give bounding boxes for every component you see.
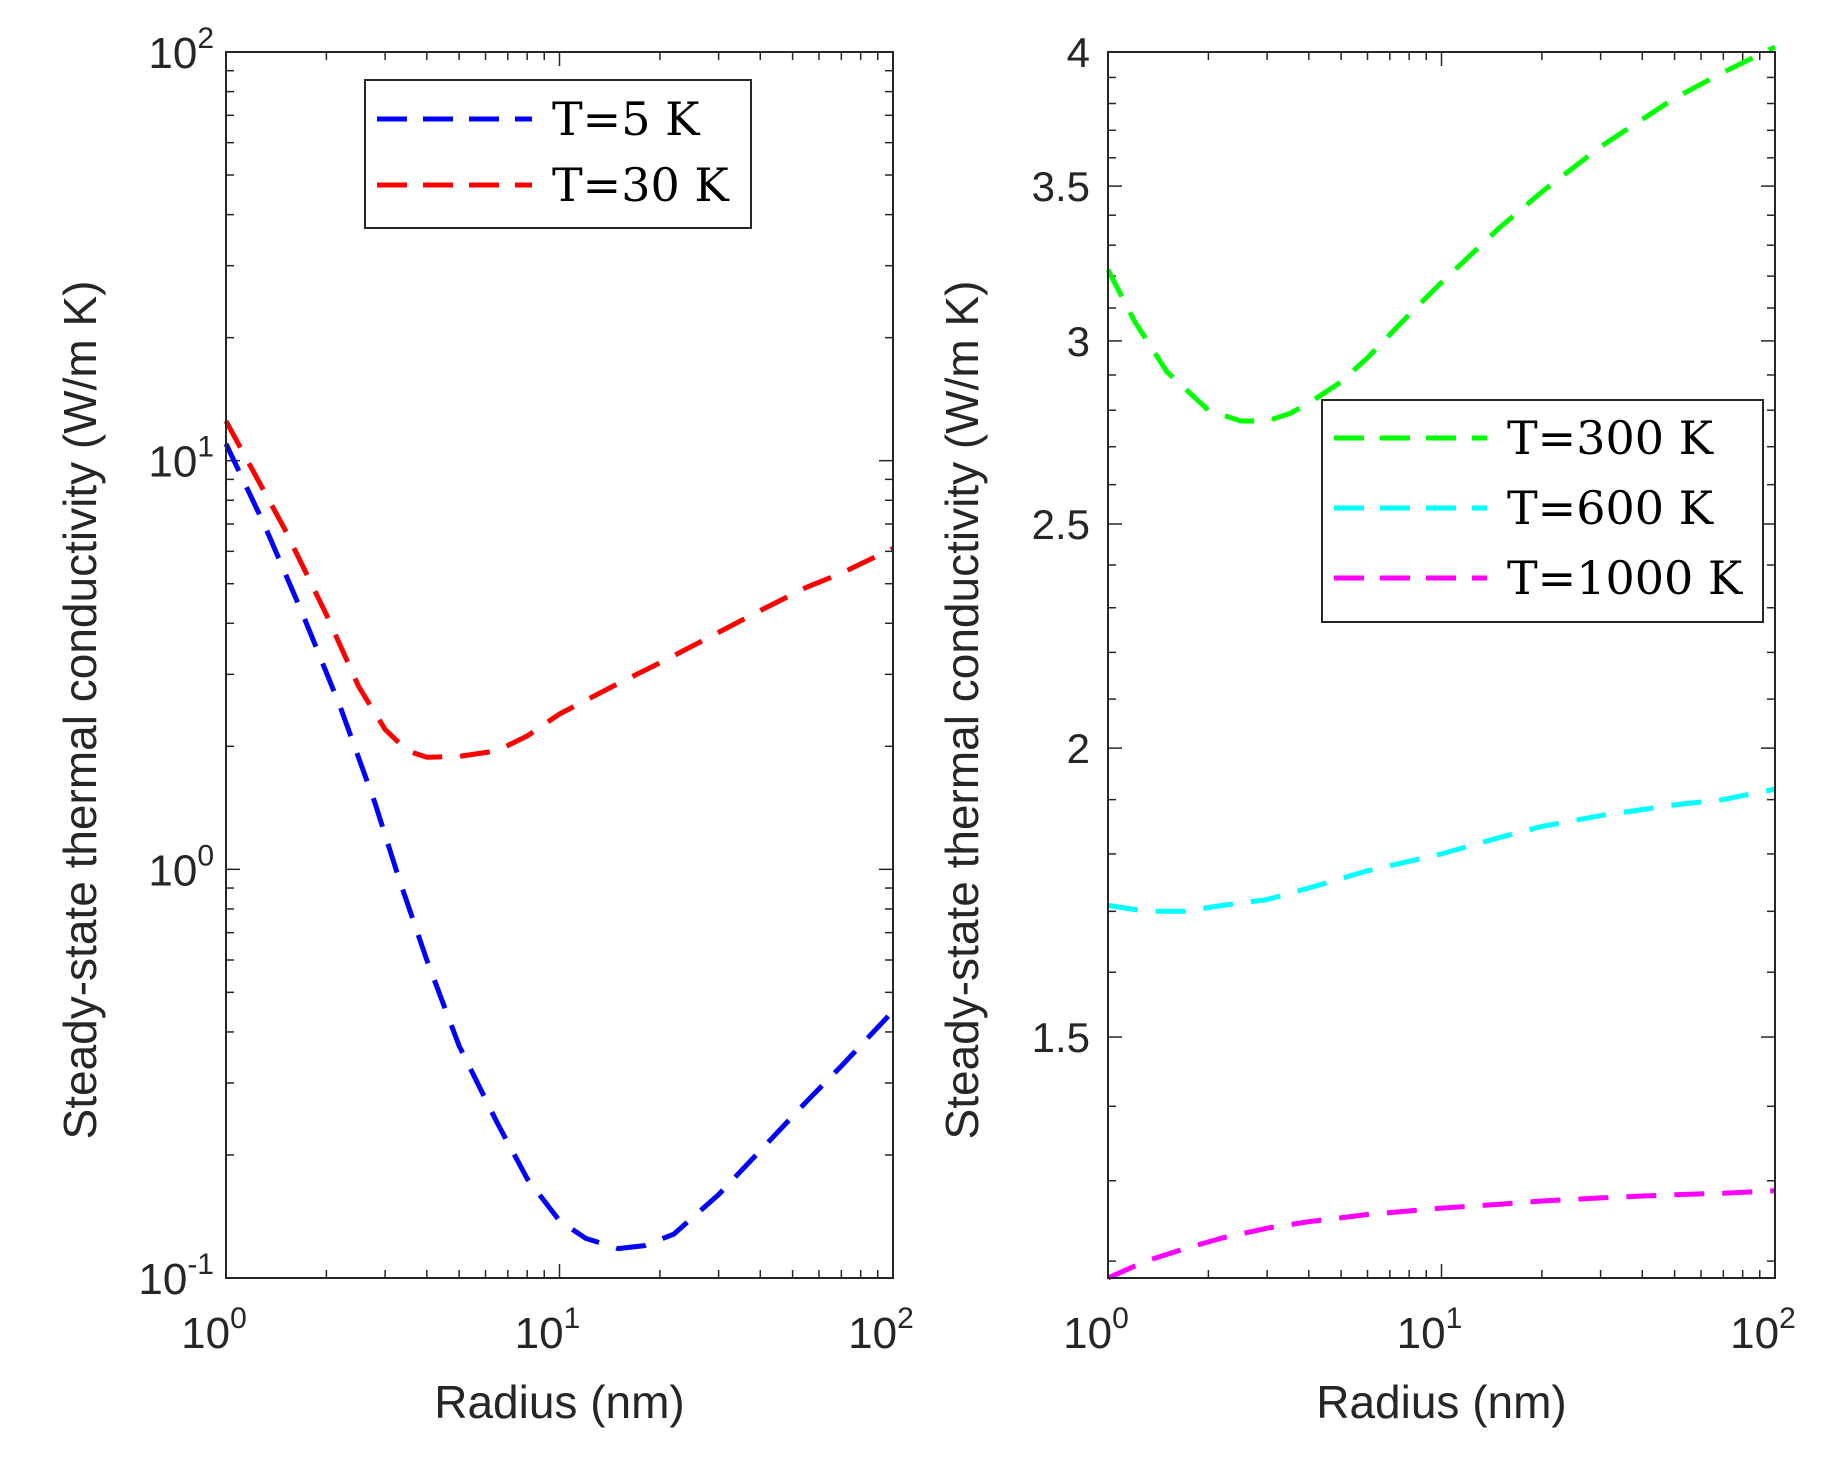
series-line-t-30-k <box>223 419 895 760</box>
tick-marks <box>1107 51 1775 1278</box>
y-tick-label: 3 <box>1067 318 1090 365</box>
plot-area <box>226 52 893 1278</box>
y-tick-label: 1.5 <box>1032 1014 1090 1061</box>
series-group <box>1105 44 1777 1281</box>
y-axis-label: Steady-state thermal conductivity (W/m K… <box>936 281 988 1140</box>
x-tick-label: 100 <box>1063 1302 1129 1358</box>
series-line-t-300-k <box>1105 44 1777 424</box>
legend-label: T=5 K <box>552 92 701 146</box>
axes-box <box>225 51 894 1279</box>
y-tick-label: 100 <box>148 839 214 895</box>
plot-area <box>1108 52 1775 1278</box>
y-tick-label: 4 <box>1067 29 1090 76</box>
legend-label: T=30 K <box>552 158 730 212</box>
y-tick-label: 102 <box>148 22 214 78</box>
legend: T=300 K T=600 K T=1000 K <box>1321 399 1764 623</box>
x-axis-label: Radius (nm) <box>434 1376 685 1428</box>
series-line-t-5-k <box>223 442 895 1252</box>
chart-2: 100 101 102 1.5 2 2.5 3 3.5 4 Radius (nm) Steady-s… <box>936 29 1796 1428</box>
x-axis-label: Radius (nm) <box>1316 1376 1567 1428</box>
axes-box <box>1107 51 1776 1279</box>
y-axis-label: Steady-state thermal conductivity (W/m K… <box>54 281 106 1140</box>
y-tick-label: 2 <box>1067 725 1090 772</box>
legend-label: T=1000 K <box>1507 551 1744 605</box>
legend-box <box>364 79 752 229</box>
series-line-t-1000-k <box>1106 1188 1776 1281</box>
y-tick-label: 3.5 <box>1032 163 1090 210</box>
legend-label: T=600 K <box>1507 481 1715 535</box>
x-tick-label: 102 <box>1730 1302 1796 1358</box>
series-group <box>223 419 895 1252</box>
x-tick-label: 100 <box>181 1302 247 1358</box>
y-tick-label: 10-1 <box>138 1248 214 1304</box>
series-line-t-600-k <box>1107 786 1776 914</box>
y-tick-label: 101 <box>148 431 214 487</box>
x-tick-label: 101 <box>1397 1302 1463 1358</box>
y-tick-label: 2.5 <box>1032 501 1090 548</box>
legend: T=5 K T=30 K <box>364 79 752 229</box>
x-tick-label: 101 <box>515 1302 581 1358</box>
legend-label: T=300 K <box>1507 411 1715 465</box>
x-tick-label: 102 <box>848 1302 914 1358</box>
